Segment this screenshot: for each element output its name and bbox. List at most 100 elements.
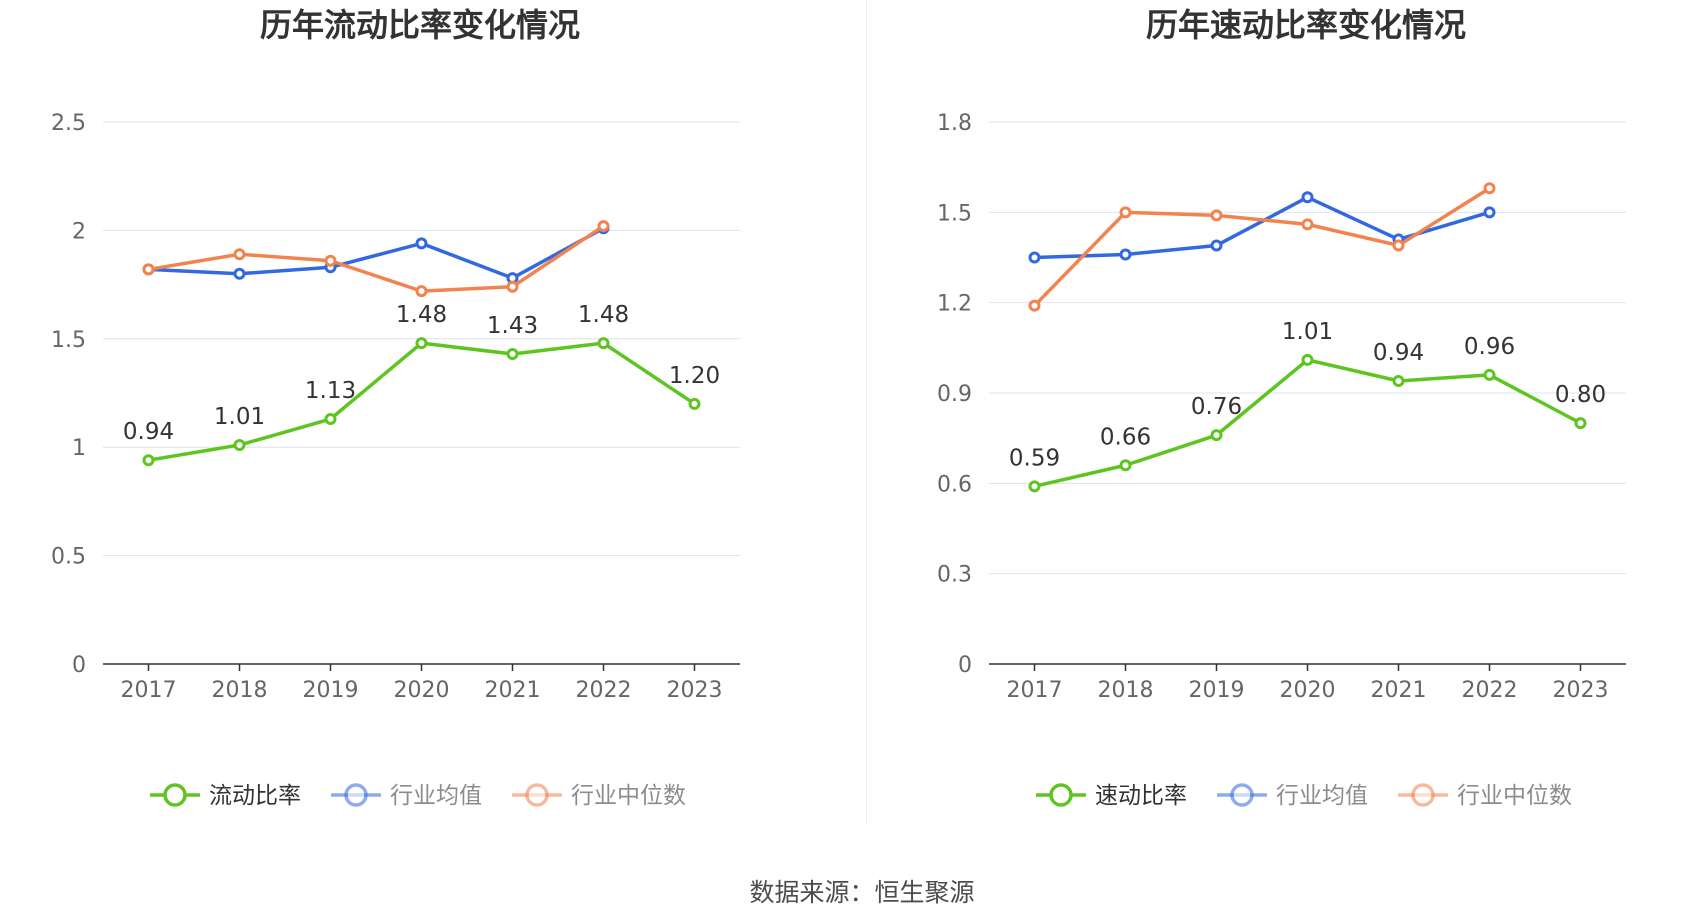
y-tick-label: 0.3 bbox=[937, 563, 972, 588]
data-label: 0.76 bbox=[1191, 394, 1242, 420]
data-point-main bbox=[1028, 480, 1041, 493]
data-point-avg bbox=[1210, 239, 1223, 252]
y-tick-label: 2.5 bbox=[51, 111, 86, 136]
data-point-main bbox=[1392, 374, 1405, 387]
source-note: 数据来源：恒生聚源 bbox=[749, 878, 974, 907]
data-label: 0.96 bbox=[1464, 334, 1515, 360]
data-point-median bbox=[415, 285, 428, 298]
series-line-median bbox=[1033, 186, 1491, 307]
legend-swatch-marker-avg bbox=[1230, 783, 1254, 807]
data-label: 1.20 bbox=[669, 363, 720, 389]
series-line-main bbox=[148, 341, 696, 462]
data-point-median bbox=[1119, 206, 1132, 219]
legend-label-median: 行业中位数 bbox=[571, 783, 686, 809]
y-tick-label: 1.2 bbox=[937, 292, 972, 317]
data-point-median bbox=[597, 220, 610, 233]
y-tick-label: 0.6 bbox=[937, 472, 972, 497]
data-point-median bbox=[1483, 182, 1496, 195]
data-point-main bbox=[1301, 353, 1314, 366]
y-tick-label: 1.8 bbox=[937, 111, 972, 136]
x-tick-label: 2017 bbox=[121, 678, 177, 703]
chart-title: 历年速动比率变化情况 bbox=[1146, 6, 1466, 44]
data-label: 1.43 bbox=[487, 313, 538, 339]
y-tick-label: 1 bbox=[72, 436, 86, 461]
data-point-main bbox=[324, 413, 337, 426]
data-point-main bbox=[506, 347, 519, 360]
y-tick-label: 1.5 bbox=[51, 328, 86, 353]
data-label: 0.59 bbox=[1009, 445, 1060, 471]
x-tick-label: 2019 bbox=[303, 678, 359, 703]
x-tick-label: 2023 bbox=[1553, 678, 1609, 703]
x-tick-label: 2020 bbox=[394, 678, 450, 703]
legend-swatch-marker-median bbox=[1411, 783, 1435, 807]
data-point-main bbox=[415, 337, 428, 350]
data-label: 1.01 bbox=[1282, 319, 1333, 345]
x-tick-label: 2018 bbox=[212, 678, 268, 703]
y-tick-label: 0.9 bbox=[937, 382, 972, 407]
data-point-main bbox=[142, 454, 155, 467]
data-point-median bbox=[233, 248, 246, 261]
data-point-main bbox=[233, 439, 246, 452]
data-point-median bbox=[1028, 299, 1041, 312]
data-point-main bbox=[1210, 429, 1223, 442]
data-label: 1.48 bbox=[396, 302, 447, 328]
y-tick-label: 0 bbox=[958, 653, 972, 678]
data-label: 1.13 bbox=[305, 378, 356, 404]
data-point-median bbox=[506, 280, 519, 293]
x-tick-label: 2023 bbox=[667, 678, 723, 703]
data-label: 1.48 bbox=[578, 302, 629, 328]
data-point-main bbox=[688, 397, 701, 410]
legend-label-main: 速动比率 bbox=[1095, 783, 1187, 809]
y-tick-label: 0 bbox=[72, 653, 86, 678]
chart-title: 历年流动比率变化情况 bbox=[260, 6, 580, 44]
series-line-avg bbox=[1034, 195, 1490, 260]
data-point-avg bbox=[1028, 251, 1041, 264]
x-tick-label: 2017 bbox=[1007, 678, 1063, 703]
data-point-avg bbox=[1483, 206, 1496, 219]
data-point-main bbox=[1574, 417, 1587, 430]
data-point-median bbox=[1301, 218, 1314, 231]
legend-swatch-marker-main bbox=[163, 783, 187, 807]
data-point-main bbox=[597, 337, 610, 350]
data-label: 1.01 bbox=[214, 404, 265, 430]
x-tick-label: 2022 bbox=[576, 678, 632, 703]
x-tick-label: 2022 bbox=[1462, 678, 1518, 703]
x-tick-label: 2021 bbox=[485, 678, 541, 703]
data-point-avg bbox=[415, 237, 428, 250]
data-point-avg bbox=[1301, 191, 1314, 204]
data-point-avg bbox=[1119, 248, 1132, 261]
data-label: 0.66 bbox=[1100, 424, 1151, 450]
data-point-main bbox=[1119, 459, 1132, 472]
legend-label-avg: 行业均值 bbox=[390, 783, 482, 809]
legend: 流动比率 行业均值 行业中位数 bbox=[150, 783, 686, 809]
legend-swatch-marker-main bbox=[1049, 783, 1073, 807]
x-tick-label: 2018 bbox=[1098, 678, 1154, 703]
y-tick-label: 1.5 bbox=[937, 201, 972, 226]
data-point-median bbox=[142, 263, 155, 276]
data-label: 0.94 bbox=[123, 419, 174, 445]
y-tick-label: 0.5 bbox=[51, 545, 86, 570]
series-line-median bbox=[148, 224, 605, 293]
data-point-median bbox=[1210, 209, 1223, 222]
legend-swatch-marker-median bbox=[525, 783, 549, 807]
series-line-main bbox=[1034, 358, 1582, 489]
x-tick-label: 2021 bbox=[1371, 678, 1427, 703]
legend-label-median: 行业中位数 bbox=[1457, 783, 1572, 809]
data-label: 0.94 bbox=[1373, 340, 1424, 366]
data-point-median bbox=[324, 254, 337, 267]
x-tick-label: 2019 bbox=[1189, 678, 1245, 703]
legend-label-main: 流动比率 bbox=[209, 783, 301, 809]
data-point-main bbox=[1483, 368, 1496, 381]
data-point-median bbox=[1392, 239, 1405, 252]
series-line-avg bbox=[148, 226, 605, 280]
data-label: 0.80 bbox=[1555, 382, 1606, 408]
x-tick-label: 2020 bbox=[1280, 678, 1336, 703]
legend-swatch-marker-avg bbox=[344, 783, 368, 807]
chart-panel-1: 历年流动比率变化情况 0 0.5 1 1.5 2 2.5 2017 2018 2019 2020 20… bbox=[51, 6, 740, 809]
data-point-avg bbox=[233, 267, 246, 280]
legend: 速动比率 行业均值 行业中位数 bbox=[1036, 783, 1572, 809]
chart-panel-2: 历年速动比率变化情况 0 0.3 0.6 0.9 1.2 1.5 1.8 2017 2018 201… bbox=[937, 6, 1626, 809]
legend-label-avg: 行业均值 bbox=[1276, 783, 1368, 809]
y-tick-label: 2 bbox=[72, 219, 86, 244]
